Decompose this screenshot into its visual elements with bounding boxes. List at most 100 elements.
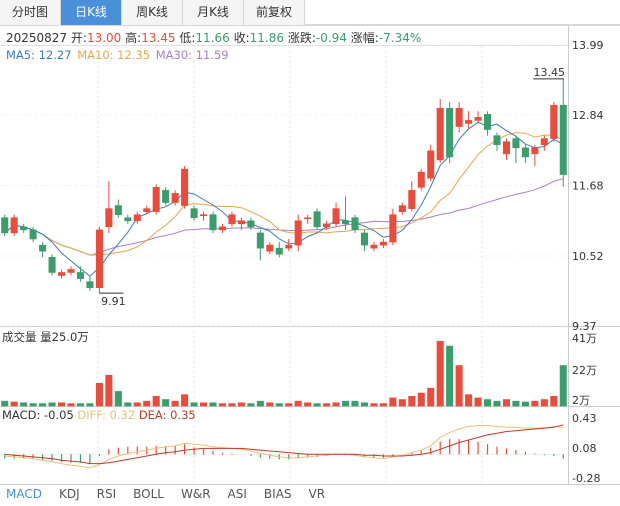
candle-body-46 (436, 107, 444, 161)
candle-body-5 (48, 256, 56, 273)
chart-tabs: 分时图 日K线 周K线 月K线 前复权 (0, 0, 620, 25)
candle-43 (408, 181, 416, 212)
candle-body-11 (105, 208, 113, 228)
candle-21 (200, 211, 208, 221)
tab-daily-k[interactable]: 日K线 (61, 0, 122, 25)
indicator-bias[interactable]: BIAS (263, 487, 292, 501)
tab-intraday[interactable]: 分时图 (0, 0, 61, 25)
candle-body-48 (455, 107, 463, 127)
volume-bar-45 (427, 387, 435, 407)
volume-bar-17 (162, 399, 170, 407)
candle-body-15 (143, 208, 151, 212)
candle-body-12 (114, 205, 122, 215)
volume-bar-42 (398, 399, 406, 407)
candle-body-47 (446, 107, 454, 158)
tab-monthly-k[interactable]: 月K线 (183, 0, 244, 25)
ma10-line (4, 132, 564, 256)
candle-2 (20, 223, 28, 233)
volume-bar-0 (1, 400, 9, 407)
candle-26 (247, 217, 255, 230)
indicator-kdj[interactable]: KDJ (58, 487, 80, 501)
volume-bar-53 (502, 399, 510, 407)
volume-bar-40 (379, 403, 387, 407)
low-value: 11.66 (195, 31, 230, 45)
volume-bar-38 (360, 402, 368, 407)
high-label: 高: (125, 31, 142, 45)
candle-13 (124, 214, 132, 224)
candle-body-36 (342, 220, 350, 225)
candle-15 (143, 205, 151, 215)
tab-forward-adjusted[interactable]: 前复权 (244, 0, 305, 25)
candle-body-49 (465, 120, 473, 124)
candle-body-58 (550, 104, 558, 139)
indicator-rsi[interactable]: RSI (96, 487, 117, 501)
candle-51 (484, 111, 492, 136)
high-value: 13.45 (141, 31, 176, 45)
volume-bar-11 (105, 374, 113, 407)
candle-body-19 (181, 168, 189, 206)
indicator-wr[interactable]: W&R (180, 487, 211, 501)
volume-bar-14 (133, 402, 141, 407)
volume-bar-8 (76, 403, 84, 407)
indicator-vr[interactable]: VR (308, 487, 326, 501)
volume-bar-9 (86, 403, 94, 407)
volume-bar-24 (228, 403, 236, 407)
volume-bar-10 (95, 383, 103, 407)
candle-body-57 (540, 138, 548, 146)
candle-body-17 (162, 190, 170, 203)
candle-body-14 (133, 214, 141, 222)
candle-body-41 (389, 214, 397, 243)
candle-45 (427, 144, 435, 182)
low-label: 低: (179, 31, 196, 45)
volume-bar-50 (474, 397, 482, 407)
volume-bar-32 (304, 402, 312, 407)
candle-body-38 (360, 232, 368, 246)
candle-32 (304, 214, 312, 224)
candle-body-39 (370, 244, 378, 249)
candle-body-42 (398, 205, 406, 212)
volume-bar-13 (124, 402, 132, 407)
volume-bar-26 (247, 403, 255, 407)
volume-bar-58 (550, 395, 558, 407)
price-tick-4: 9.37 (572, 320, 597, 333)
candle-53 (502, 138, 510, 160)
volume-bar-22 (209, 402, 217, 407)
indicator-asi[interactable]: ASI (227, 487, 247, 501)
volume-bar-19 (181, 394, 189, 407)
volume-bar-55 (521, 401, 529, 407)
candle-body-7 (67, 269, 75, 273)
candle-body-18 (171, 193, 179, 203)
change-value: -0.94 (315, 31, 347, 45)
candle-10 (95, 226, 103, 294)
ma5-line (4, 121, 564, 277)
candle-29 (275, 242, 283, 258)
volume-bar-36 (342, 400, 350, 407)
candle-body-30 (285, 244, 293, 249)
tab-weekly-k[interactable]: 周K线 (122, 0, 183, 25)
candle-body-31 (294, 220, 302, 246)
candle-34 (323, 220, 331, 230)
volume-bar-15 (143, 400, 151, 407)
indicator-boll[interactable]: BOLL (133, 487, 164, 501)
volume-bar-2 (20, 402, 28, 407)
candle-39 (370, 242, 378, 252)
candle-body-4 (39, 244, 47, 252)
candle-35 (332, 202, 340, 227)
candle-body-56 (531, 147, 539, 155)
macd-value: MACD: -0.05 (2, 408, 74, 422)
indicator-macd[interactable]: MACD (6, 487, 42, 501)
candle-body-1 (10, 217, 18, 234)
volume-bar-47 (446, 345, 454, 407)
ma5-label: MA5: 12.27 (6, 48, 72, 62)
candle-body-10 (95, 229, 103, 288)
candle-55 (521, 144, 529, 163)
open-value: 13.00 (86, 31, 122, 45)
candle-9 (86, 275, 94, 291)
candle-24 (228, 211, 236, 227)
volume-bar-16 (152, 395, 160, 407)
volume-bar-1 (10, 401, 18, 407)
volume-bar-34 (323, 403, 331, 407)
candle-body-21 (200, 214, 208, 216)
candle-1 (10, 214, 18, 236)
